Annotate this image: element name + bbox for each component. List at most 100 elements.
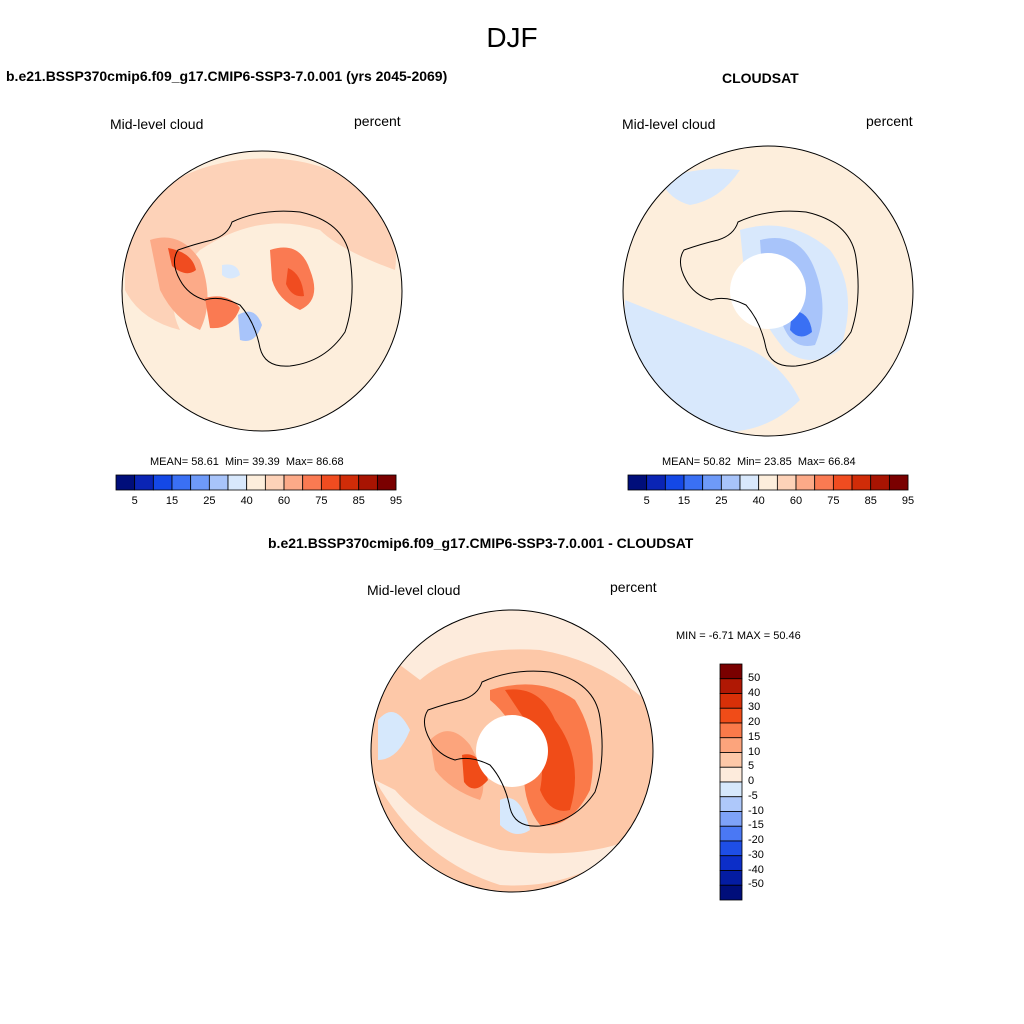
diff-colorbar-cell [719, 840, 743, 857]
model-colorbar-tick-label: 75 [315, 495, 328, 507]
diff-colorbar-tick-label: 0 [748, 775, 755, 787]
model-peninsula-high [150, 237, 208, 330]
obs-max-value: 66.84 [828, 456, 856, 468]
obs-colorbar-cell [851, 474, 872, 491]
obs-colorbar-cell [702, 474, 722, 491]
diff-negative-2 [500, 798, 530, 834]
diff-colorbar-cell [719, 796, 743, 812]
model-colorbar-cell [339, 474, 360, 491]
model-colorbar-cell [320, 474, 341, 491]
diff-units-label: percent [610, 579, 657, 595]
obs-colorbar-tick-label: 15 [677, 495, 691, 507]
diff-colorbar-cell [719, 707, 743, 724]
diff-colorbar-tick-label: 10 [748, 745, 761, 758]
obs-map-border [622, 145, 914, 437]
diff-colorbar [719, 663, 743, 901]
diff-colorbar-cell [719, 781, 743, 798]
model-max-label: Max= [285, 456, 314, 468]
obs-colorbar-cell [683, 474, 704, 491]
model-colorbar-tick-label: 5 [131, 495, 138, 507]
obs-map [622, 145, 914, 437]
model-colorbar [115, 474, 397, 491]
diff-colorbar-tick-label: -5 [748, 789, 758, 802]
obs-colorbar-cell [832, 474, 853, 491]
obs-colorbar-cell [758, 474, 778, 491]
diff-colorbar-tick-label: -40 [748, 863, 764, 876]
model-colorbar-tick-label: 15 [165, 495, 179, 507]
diff-colorbar-cell [719, 825, 743, 842]
obs-colorbar-cell [814, 474, 834, 491]
diff-colorbar-tick-label: -10 [748, 804, 764, 817]
model-colorbar-tick-label: 85 [352, 495, 365, 507]
model-low-2 [222, 264, 240, 279]
obs-colorbar-cell [870, 474, 890, 491]
diff-panel-title: b.e21.BSSP370cmip6.f09_g17.CMIP6-SSP3-7.… [268, 535, 694, 551]
obs-colorbar-cell [664, 474, 685, 491]
obs-antarctica-outline [680, 210, 859, 367]
diff-colorbar-tick-label: -20 [748, 834, 764, 846]
diff-colorbar-tick-label: 5 [748, 760, 755, 773]
model-variable-label: Mid-level cloud [110, 116, 204, 132]
model-colorbar-cell [171, 474, 192, 491]
obs-panel-title: CLOUDSAT [722, 70, 799, 86]
obs-mean-value: 50.82 [703, 456, 731, 468]
obs-colorbar-tick-label: 25 [715, 495, 728, 507]
obs-colorbar-tick-label: 85 [864, 495, 877, 507]
diff-colorbar-tick-label: -15 [748, 819, 764, 832]
model-colorbar-tick-label: 25 [203, 495, 216, 507]
diff-variable-label: Mid-level cloud [367, 582, 461, 598]
diff-colorbar-tick-label: 30 [748, 701, 761, 714]
diff-map-border [370, 609, 654, 893]
obs-colorbar-cell [888, 474, 909, 491]
model-stats: MEAN= 58.61 Min= 39.39 Max= 86.68 [150, 456, 344, 468]
diff-colorbar-tick-label: -50 [748, 878, 764, 891]
model-min-label: Min= [224, 456, 250, 468]
model-colorbar-cell [190, 474, 210, 491]
model-panel-title: b.e21.BSSP370cmip6.f09_g17.CMIP6-SSP3-7.… [6, 68, 448, 84]
obs-colorbar-cell [627, 474, 648, 491]
model-colorbar-tick-label: 60 [277, 495, 291, 507]
diff-antarctica-outline [424, 670, 603, 827]
obs-colorbar-tick-label: 95 [901, 495, 915, 507]
obs-colorbar [627, 474, 909, 491]
diff-colorbar-cell [719, 766, 743, 783]
model-mean-value: 58.61 [191, 456, 219, 468]
diff-colorbar-cell [719, 811, 743, 827]
obs-colorbar-cell [776, 474, 797, 491]
diff-colorbar-cell [719, 663, 743, 680]
model-mean-label: MEAN= [150, 456, 189, 468]
diff-missing-data-hole [476, 715, 548, 787]
model-mid-region [125, 158, 396, 330]
model-colorbar-cell [302, 474, 322, 491]
diff-colorbar-cell [719, 678, 743, 694]
obs-colorbar-tick-label: 60 [789, 495, 803, 507]
model-colorbar-cell [152, 474, 173, 491]
diff-colorbar-cell [719, 693, 743, 709]
diff-stats: MIN = -6.71 MAX = 50.46 [676, 630, 801, 642]
diff-colorbar-tick-label: 20 [748, 716, 761, 728]
model-min-value: 39.39 [252, 456, 280, 468]
diff-colorbar-tick-label: 50 [748, 671, 761, 684]
model-antarctica-outline [174, 210, 353, 367]
obs-min-label: Min= [736, 456, 762, 468]
model-colorbar-cell [115, 474, 136, 491]
model-map-border [121, 150, 403, 432]
obs-max-label: Max= [797, 456, 826, 468]
obs-colorbar-cell [795, 474, 816, 491]
obs-colorbar-cell [646, 474, 666, 491]
diff-negative-1 [378, 712, 410, 760]
model-peak-4 [286, 268, 304, 297]
obs-mean-label: MEAN= [662, 456, 701, 468]
obs-colorbar-cell [739, 474, 760, 491]
obs-min-value: 23.85 [764, 456, 792, 468]
diff-colorbar-tick-label: 15 [748, 730, 761, 743]
model-max-value: 86.68 [316, 456, 344, 468]
diff-colorbar-tick-label: -30 [748, 848, 764, 861]
diff-map [370, 609, 654, 893]
model-colorbar-cell [246, 474, 266, 491]
diff-colorbar-cell [719, 752, 743, 768]
obs-stats: MEAN= 50.82 Min= 23.85 Max= 66.84 [662, 456, 856, 468]
diff-colorbar-cell [719, 722, 743, 739]
model-colorbar-cell [283, 474, 304, 491]
